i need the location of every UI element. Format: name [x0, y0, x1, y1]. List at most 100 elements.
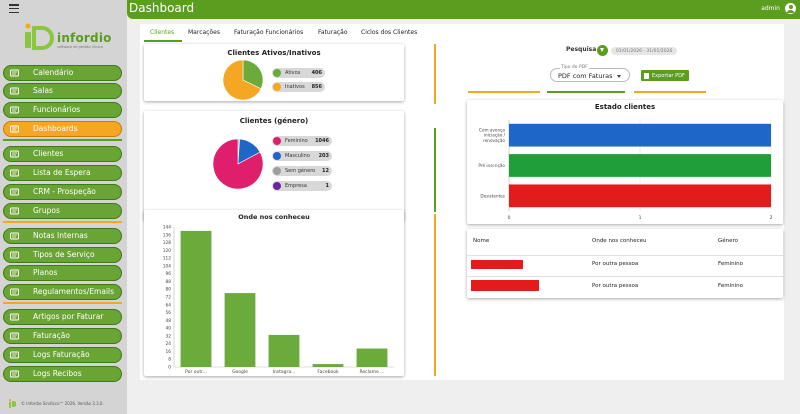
- sidebar-item-clientes[interactable]: Clientes: [3, 146, 122, 162]
- sidebar-item-logs-fatura-o[interactable]: Logs Faturação: [3, 347, 122, 363]
- menu-icon[interactable]: [9, 4, 19, 13]
- underline-left: [468, 91, 540, 93]
- client-status-card: Estado clientes 0 1 2 Com avença iniciação /…: [467, 100, 783, 224]
- sidebar-divider: [3, 302, 122, 304]
- sidebar-item-tipos-de-servi-o[interactable]: Tipos de Serviço: [3, 247, 122, 263]
- active-inactive-title: Clientes Ativos/Inativos: [227, 49, 321, 57]
- dashboard-panel: Clientes Marcações Faturação Funcionário…: [140, 24, 784, 380]
- legend-ativos-count: 406: [311, 69, 322, 76]
- sidebar-item-dashboards[interactable]: Dashboards: [3, 121, 122, 137]
- export-pdf-button[interactable]: Exportar PDF: [641, 70, 689, 81]
- sidebar-item-label: Tipos de Serviço: [33, 250, 95, 259]
- gender-pie: [213, 139, 263, 189]
- bar-4: [356, 348, 388, 367]
- y-tick-label: 136: [163, 232, 171, 238]
- user-avatar-icon[interactable]: [785, 3, 796, 14]
- filter-icon[interactable]: [597, 45, 608, 56]
- x-tick-label: 1: [639, 215, 642, 221]
- tab-faturacao[interactable]: Faturação: [318, 29, 348, 36]
- sidebar-item-crm-prospe-o[interactable]: CRM - Prospeção: [3, 184, 122, 200]
- sidebar-item-label: Calendário: [33, 68, 74, 77]
- active-tab-indicator: [144, 40, 182, 42]
- sidebar-item-label: Clientes: [33, 149, 64, 158]
- redacted-name: [471, 260, 523, 269]
- y-tick-label: 72: [166, 295, 172, 301]
- logo: infordio software de gestão clínica: [22, 22, 112, 54]
- user-menu[interactable]: admin: [761, 3, 796, 14]
- sidebar-item-salas[interactable]: Salas: [3, 83, 122, 99]
- footer: © Infordio Sindicco™ 2026. Versão 3.3.0.: [8, 399, 104, 408]
- billing-logs-icon: [10, 351, 19, 359]
- logo-tagline: software de gestão clínica: [57, 45, 103, 49]
- dashboard-icon: [10, 125, 19, 133]
- legend-sem-genero: Sem género 12: [272, 166, 332, 176]
- sidebar-item-lista-de-espera[interactable]: Lista de Espera: [3, 165, 122, 181]
- y-tick-label: 48: [166, 318, 172, 324]
- sidebar-item-calend-rio[interactable]: Calendário: [3, 65, 122, 81]
- service-types-icon: [10, 251, 19, 259]
- sidebar: infordio software de gestão clínica Cale…: [0, 0, 127, 414]
- tab-bar: Clientes Marcações Faturação Funcionário…: [140, 24, 784, 42]
- legend-sem-genero-dot: [273, 167, 281, 175]
- table-header-genero: Género: [718, 238, 739, 244]
- x-tick-label: 2: [770, 215, 773, 221]
- referral-card: Onde nos conheceu 0 8 16 24 32 40 48 56 64 72 80 88…: [144, 210, 404, 376]
- sidebar-item-funcion-rios[interactable]: Funcionários: [3, 102, 122, 118]
- sidebar-item-notas-internas[interactable]: Notas Internas: [3, 228, 122, 244]
- legend-ativos-label: Ativos: [285, 69, 301, 76]
- sidebar-item-label: Funcionários: [33, 105, 81, 114]
- sidebar-item-label: Regulamentos/Emails: [33, 287, 115, 296]
- date-range-chip[interactable]: 01/01/2026 - 31/01/2026: [611, 47, 678, 55]
- legend-feminino-dot: [273, 137, 281, 145]
- x-tick-label: Reclame ...: [359, 369, 384, 374]
- sidebar-item-label: Notas Internas: [33, 231, 88, 240]
- sidebar-item-grupos[interactable]: Grupos: [3, 203, 122, 219]
- y-tick-label: 112: [163, 256, 171, 262]
- divider-green: [434, 128, 436, 212]
- sidebar-item-label: Dashboards: [33, 124, 78, 133]
- export-pdf-label: Exportar PDF: [652, 72, 685, 79]
- legend-inativos: Inativos 856: [272, 82, 325, 92]
- sidebar-item-artigos-por-faturar[interactable]: Artigos por Faturar: [3, 309, 122, 325]
- y-tick-label: 104: [163, 263, 171, 269]
- y-tick-label: 80: [166, 287, 172, 293]
- pie-slice-ativos: [242, 60, 263, 90]
- table-row-2-source: Por outra pessoa: [592, 283, 639, 289]
- legend-feminino-count: 1046: [315, 137, 329, 144]
- pie-slice-inativos: [223, 60, 262, 100]
- sidebar-item-planos[interactable]: Planos: [3, 265, 122, 281]
- x-tick-label: Facebook: [317, 369, 339, 374]
- y-tick-label: 0: [168, 365, 171, 371]
- tab-marcacoes[interactable]: Marcações: [188, 29, 220, 36]
- legend-masculino-label: Masculino: [285, 152, 310, 159]
- y-tick-label: 8: [168, 357, 171, 363]
- referral-bar-chart: 0816243240485664728088961041121201281361…: [163, 225, 394, 374]
- logo-mark-icon: [25, 23, 54, 50]
- table-divider: [467, 255, 783, 256]
- crm-icon: [10, 188, 19, 196]
- y-tick-label: 64: [166, 302, 172, 308]
- x-tick-label: Por outr...: [185, 369, 207, 374]
- x-tick-label: Instagra...: [273, 369, 296, 374]
- legend-masculino-dot: [273, 152, 281, 160]
- table-divider: [467, 276, 783, 277]
- sidebar-item-label: Grupos: [33, 206, 60, 215]
- sidebar-divider: [3, 139, 122, 141]
- gender-card: Clientes (género) Feminino 1046 Masculin…: [144, 111, 404, 221]
- x-tick-label: Google: [232, 369, 248, 374]
- room-icon: [10, 87, 19, 95]
- tab-clientes[interactable]: Clientes: [150, 29, 175, 36]
- underline-mid: [547, 91, 625, 93]
- bar-3: [312, 364, 344, 367]
- sidebar-item-fatura-o[interactable]: Faturação: [3, 328, 122, 344]
- waitlist-icon: [10, 169, 19, 177]
- legend-ativos-dot: [273, 69, 281, 77]
- tab-faturacao-funcionarios[interactable]: Faturação Funcionários: [234, 29, 304, 36]
- hbar-2: [509, 184, 771, 208]
- pdf-type-select[interactable]: Tipo de PDF PDF com Faturas: [550, 65, 630, 82]
- tab-ciclos-clientes[interactable]: Ciclos dos Clientes: [361, 29, 418, 36]
- sidebar-item-logs-recibos[interactable]: Logs Recibos: [3, 366, 122, 382]
- y-tick-label: Pré inscrição: [478, 163, 505, 168]
- sidebar-item-regulamentos-emails[interactable]: Regulamentos/Emails: [3, 284, 122, 300]
- articles-icon: [10, 313, 19, 321]
